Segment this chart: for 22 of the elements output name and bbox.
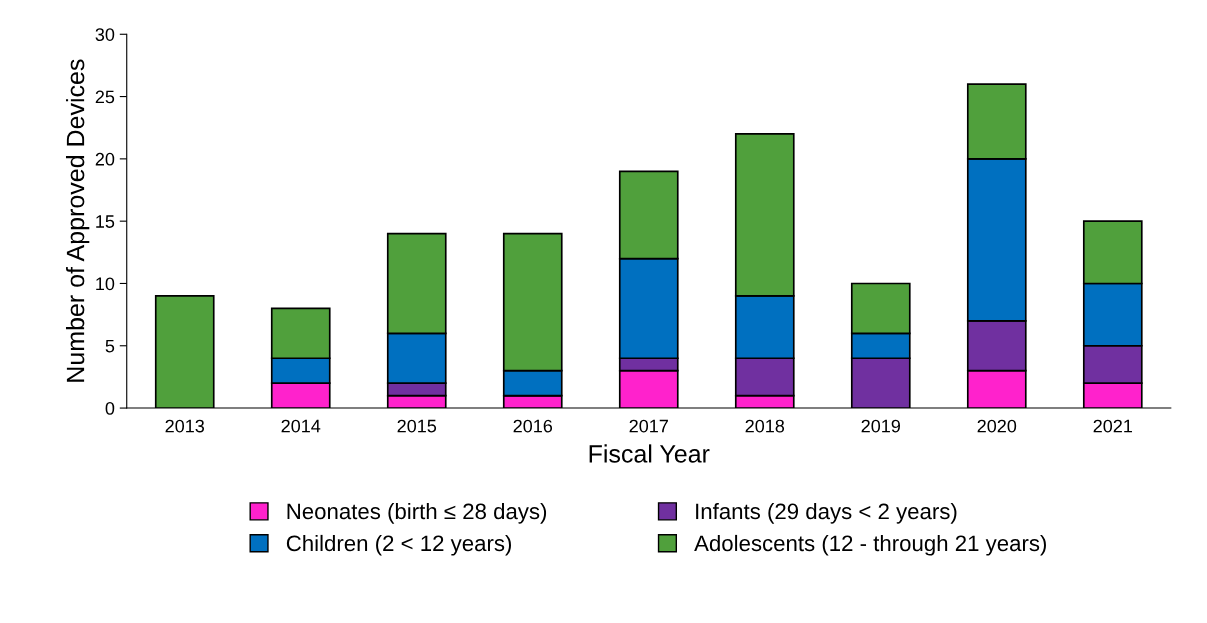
y-axis-title: Number of Approved Devices	[65, 59, 90, 382]
x-tick-label: 2017	[629, 419, 668, 433]
x-tick-label: 2019	[861, 419, 900, 433]
x-tick-label: 2015	[397, 419, 437, 433]
y-tick-label: 15	[96, 215, 115, 228]
legend-label: Adolescents (12 - through 21 years)	[694, 534, 1046, 556]
y-tick-label: 20	[95, 152, 115, 166]
y-tick-label: 25	[95, 90, 115, 104]
x-tick-label: 2021	[1093, 419, 1132, 433]
legend-label: Infants (29 days < 2 years)	[696, 502, 957, 524]
x-tick-label: 2020	[977, 419, 1017, 433]
y-tick-label: 10	[96, 277, 115, 291]
legend-label: Neonates (birth ≤ 28 days)	[287, 502, 547, 524]
x-tick-label: 2013	[165, 419, 205, 433]
x-tick-label: 2018	[745, 419, 785, 433]
y-tick-label: 30	[95, 28, 115, 41]
legend-label: Children (2 < 12 years)	[286, 534, 512, 556]
x-tick-label: 2016	[513, 419, 553, 433]
y-tick-label: 0	[105, 402, 115, 415]
x-tick-label: 2014	[281, 419, 321, 433]
y-tick-label: 5	[105, 339, 115, 353]
x-axis-title: Fiscal Year	[589, 444, 710, 463]
